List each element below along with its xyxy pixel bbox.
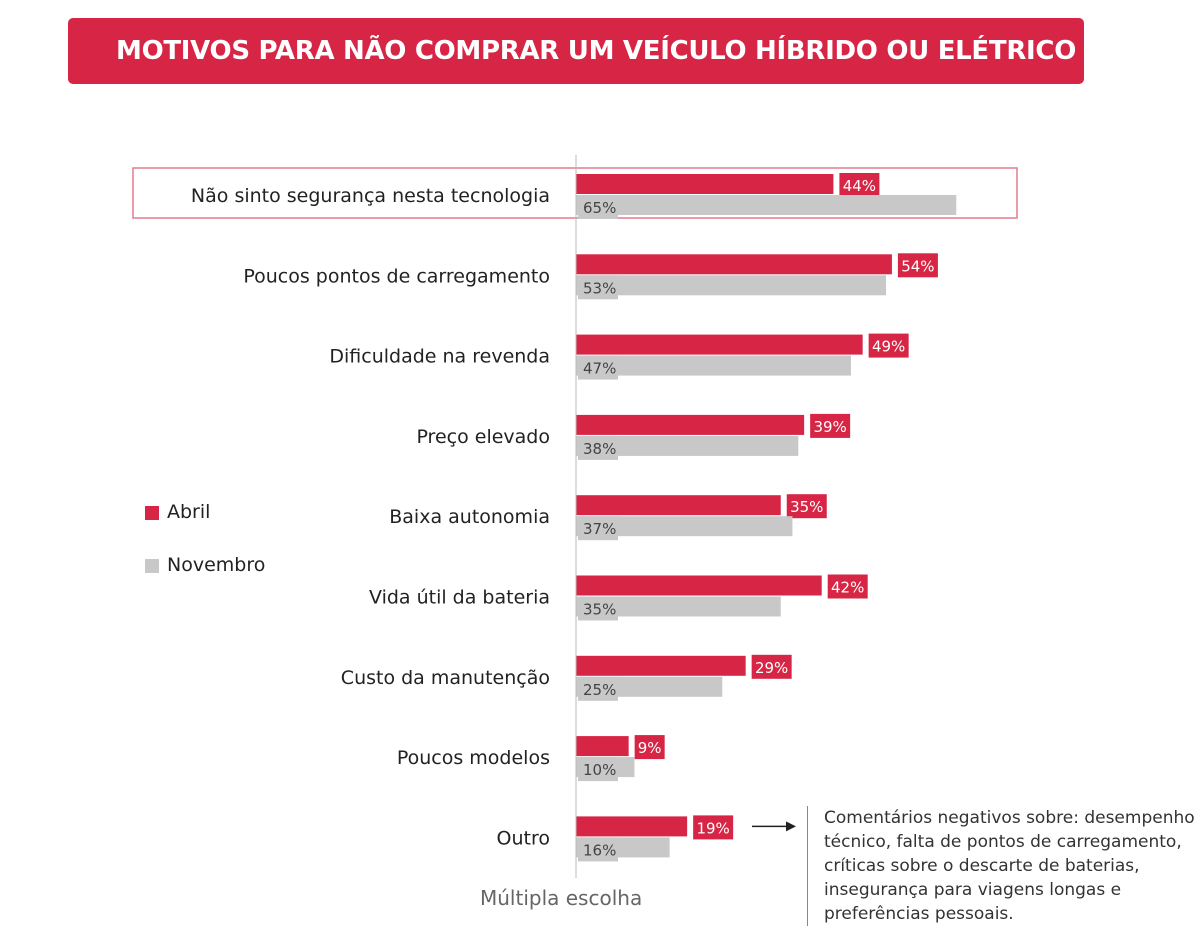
value-label-box-novembro-nao-sinto-seguranca-nesta-tecnologia (578, 195, 618, 219)
value-label-box-novembro-poucos-pontos-de-carregamento (578, 275, 618, 300)
legend-label-novembro: Novembro (167, 554, 266, 576)
value-label-box-novembro-outro (578, 837, 618, 862)
category-label-poucos-pontos-de-carregamento: Poucos pontos de carregamento (243, 265, 550, 287)
bar-abril-baixa-autonomia (576, 495, 781, 516)
bar-abril-dificuldade-na-revenda (576, 334, 863, 355)
bar-novembro-vida-util-da-bateria (576, 596, 781, 617)
title-banner: MOTIVOS PARA NÃO COMPRAR UM VEÍCULO HÍBR… (68, 18, 1084, 84)
value-label-box-novembro-vida-util-da-bateria (578, 596, 618, 621)
annotation-text: Comentários negativos sobre: desempenho … (824, 808, 1195, 924)
value-label-box-abril-nao-sinto-seguranca-nesta-tecnologia (839, 173, 880, 197)
bar-abril-custo-da-manutencao (576, 655, 746, 676)
footnote: Múltipla escolha (480, 886, 643, 910)
bar-abril-poucos-modelos (576, 736, 629, 757)
category-label-vida-util-da-bateria: Vida útil da bateria (369, 587, 550, 609)
value-label-abril-poucos-pontos-de-carregamento: 54% (901, 257, 934, 275)
value-label-novembro-custo-da-manutencao: 25% (583, 681, 616, 699)
value-label-novembro-poucos-pontos-de-carregamento: 53% (583, 279, 616, 297)
value-label-box-abril-poucos-modelos (634, 735, 665, 760)
value-label-novembro-outro: 16% (583, 841, 616, 859)
category-label-nao-sinto-seguranca-nesta-tecnologia: Não sinto segurança nesta tecnologia (191, 185, 550, 207)
bar-abril-preco-elevado (576, 414, 805, 435)
category-label-poucos-modelos: Poucos modelos (397, 747, 550, 769)
value-label-novembro-nao-sinto-seguranca-nesta-tecnologia: 65% (583, 199, 616, 217)
bar-novembro-dificuldade-na-revenda (576, 355, 851, 376)
value-label-abril-poucos-modelos: 9% (638, 739, 662, 757)
value-label-abril-dificuldade-na-revenda: 49% (872, 338, 905, 356)
value-label-novembro-baixa-autonomia: 37% (583, 520, 616, 538)
value-label-box-novembro-baixa-autonomia (578, 516, 618, 541)
bar-novembro-poucos-pontos-de-carregamento (576, 275, 887, 296)
value-label-novembro-vida-util-da-bateria: 35% (583, 601, 616, 619)
value-label-novembro-dificuldade-na-revenda: 47% (583, 360, 616, 378)
category-label-baixa-autonomia: Baixa autonomia (389, 506, 550, 528)
category-label-dificuldade-na-revenda: Dificuldade na revenda (329, 346, 550, 368)
value-label-abril-preco-elevado: 39% (813, 418, 846, 436)
value-label-box-novembro-poucos-modelos (578, 757, 618, 782)
legend-swatch-novembro (145, 559, 159, 573)
value-label-box-abril-custo-da-manutencao (751, 654, 792, 679)
bar-abril-nao-sinto-seguranca-nesta-tecnologia (576, 174, 834, 194)
value-label-abril-baixa-autonomia: 35% (790, 498, 823, 516)
value-label-abril-nao-sinto-seguranca-nesta-tecnologia: 44% (843, 177, 876, 195)
value-label-box-novembro-preco-elevado (578, 435, 618, 460)
value-label-box-abril-baixa-autonomia (786, 494, 827, 519)
chart-title: MOTIVOS PARA NÃO COMPRAR UM VEÍCULO HÍBR… (116, 36, 1077, 66)
value-label-novembro-poucos-modelos: 10% (583, 761, 616, 779)
value-label-abril-custo-da-manutencao: 29% (755, 659, 788, 677)
annotation-arrow-head (786, 821, 796, 832)
value-label-box-abril-vida-util-da-bateria (827, 574, 868, 599)
value-label-box-abril-outro (693, 815, 734, 840)
legend-label-abril: Abril (167, 501, 211, 523)
bar-abril-poucos-pontos-de-carregamento (576, 254, 892, 275)
value-label-box-abril-dificuldade-na-revenda (868, 333, 909, 358)
value-label-abril-outro: 19% (696, 819, 729, 837)
category-label-preco-elevado: Preço elevado (416, 426, 550, 448)
bar-novembro-preco-elevado (576, 435, 799, 456)
value-label-box-abril-poucos-pontos-de-carregamento (897, 253, 938, 278)
bar-novembro-nao-sinto-seguranca-nesta-tecnologia (576, 195, 957, 215)
category-label-custo-da-manutencao: Custo da manutenção (341, 667, 550, 689)
value-label-novembro-preco-elevado: 38% (583, 440, 616, 458)
bar-abril-vida-util-da-bateria (576, 575, 822, 596)
value-label-box-novembro-custo-da-manutencao (578, 676, 618, 701)
bar-abril-outro (576, 816, 688, 837)
legend-swatch-abril (145, 506, 159, 520)
value-label-box-abril-preco-elevado (810, 413, 851, 438)
value-label-abril-vida-util-da-bateria: 42% (831, 579, 864, 597)
value-label-box-novembro-dificuldade-na-revenda (578, 355, 618, 380)
highlight-box (132, 167, 1018, 219)
bar-novembro-baixa-autonomia (576, 516, 793, 537)
annotation-divider (807, 806, 808, 926)
category-label-outro: Outro (497, 827, 550, 849)
